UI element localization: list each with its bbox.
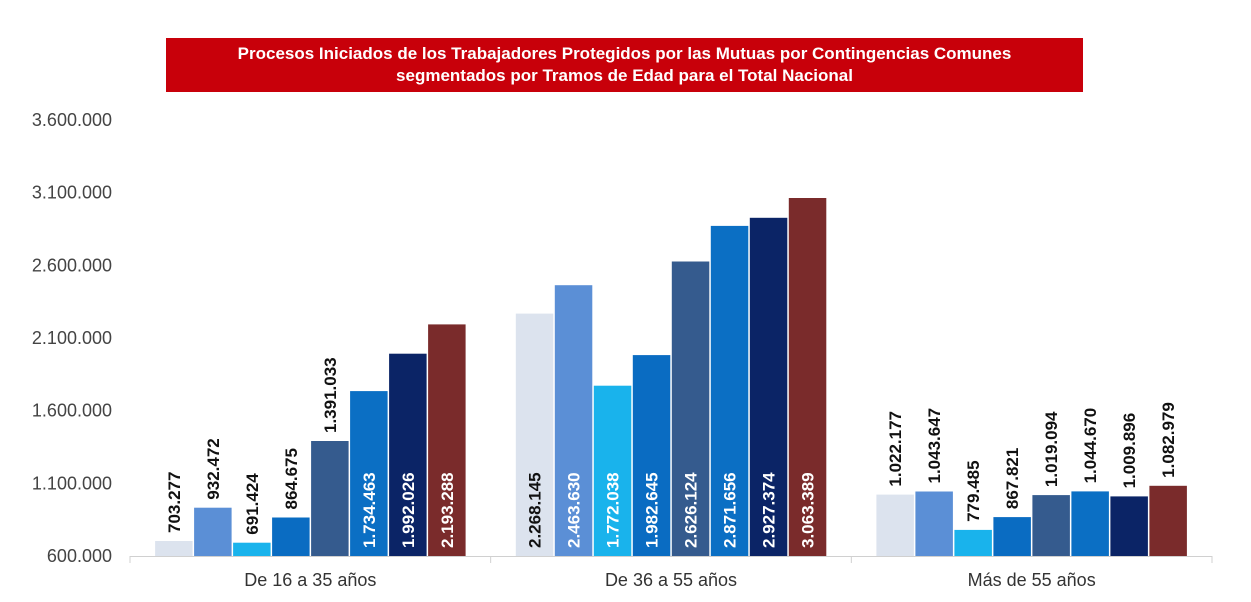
bar <box>1032 495 1070 556</box>
bar <box>1110 496 1148 556</box>
bar <box>350 391 388 556</box>
data-label: 1.019.094 <box>1042 411 1061 487</box>
bar <box>389 353 427 556</box>
data-label: 1.982.645 <box>643 472 662 548</box>
data-label: 779.485 <box>964 460 983 521</box>
data-label: 703.277 <box>165 472 184 533</box>
data-label: 932.472 <box>204 438 223 499</box>
bar <box>428 324 466 556</box>
y-tick-label: 1.100.000 <box>32 473 112 493</box>
chart-title-line-2: segmentados por Tramos de Edad para el T… <box>396 66 853 85</box>
bar <box>272 517 310 556</box>
chart-title: Procesos Iniciados de los Trabajadores P… <box>166 38 1083 92</box>
bar <box>671 261 710 556</box>
chart-title-line-1: Procesos Iniciados de los Trabajadores P… <box>237 44 1012 63</box>
x-tick-label: De 16 a 35 años <box>244 570 376 590</box>
data-label: 1.043.647 <box>925 408 944 484</box>
data-label: 1.734.463 <box>360 472 379 548</box>
x-tick-label: Más de 55 años <box>968 570 1096 590</box>
y-tick-label: 2.600.000 <box>32 255 112 275</box>
data-label: 864.675 <box>282 448 301 509</box>
bar <box>915 491 953 556</box>
bar <box>710 225 749 556</box>
data-label: 1.992.026 <box>399 472 418 548</box>
data-label: 691.424 <box>243 473 262 535</box>
x-tick-label: De 36 a 55 años <box>605 570 737 590</box>
data-label: 1.044.670 <box>1081 408 1100 484</box>
y-tick-label: 3.600.000 <box>32 110 112 130</box>
bar <box>194 507 232 556</box>
data-label: 1.772.038 <box>604 472 623 548</box>
data-label: 2.268.145 <box>526 472 545 548</box>
bar <box>876 494 914 556</box>
y-tick-label: 1.600.000 <box>32 401 112 421</box>
bar <box>593 385 632 556</box>
data-label: 2.626.124 <box>682 472 701 548</box>
data-label: 3.063.389 <box>799 472 818 548</box>
bar <box>954 529 992 556</box>
data-label: 2.871.656 <box>721 472 740 548</box>
data-label: 2.193.288 <box>438 472 457 548</box>
bar <box>155 541 193 556</box>
bar <box>311 441 349 556</box>
bar <box>1149 485 1187 556</box>
bar <box>515 313 554 556</box>
bar <box>233 542 271 556</box>
y-tick-label: 3.100.000 <box>32 183 112 203</box>
bar <box>993 517 1031 556</box>
data-label: 1.022.177 <box>886 411 905 487</box>
data-label: 867.821 <box>1003 448 1022 509</box>
data-label: 1.082.979 <box>1159 402 1178 478</box>
bar <box>749 217 788 557</box>
bar <box>632 355 671 556</box>
y-tick-label: 2.100.000 <box>32 328 112 348</box>
data-label: 1.009.896 <box>1120 413 1139 489</box>
bar <box>1071 491 1109 556</box>
bar <box>788 198 827 556</box>
data-label: 2.927.374 <box>760 472 779 548</box>
y-tick-label: 600.000 <box>47 546 112 566</box>
data-label: 2.463.630 <box>565 472 584 548</box>
data-label: 1.391.033 <box>321 357 340 433</box>
bar <box>554 285 593 556</box>
